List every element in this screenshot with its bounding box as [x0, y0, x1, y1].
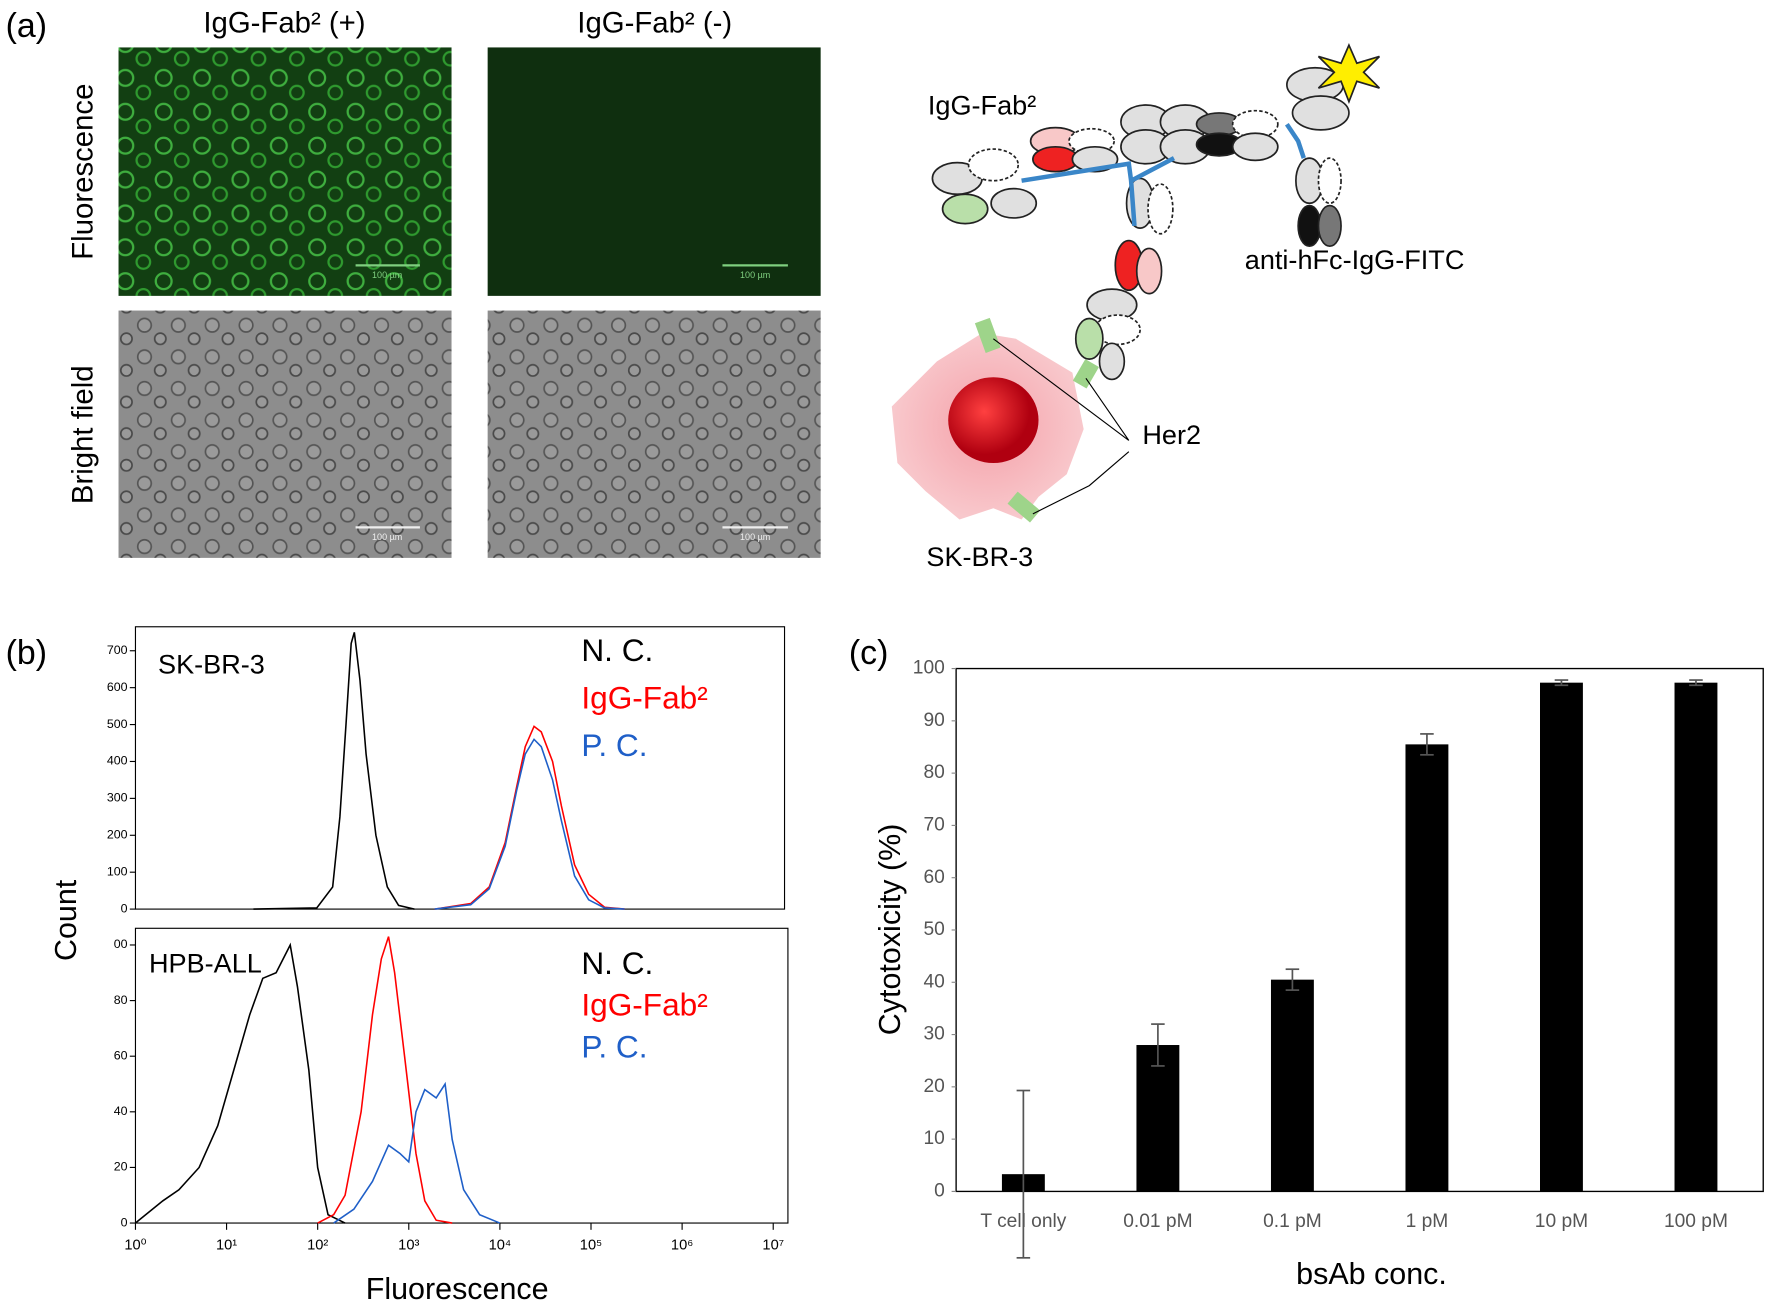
panel-label: (a)	[6, 7, 47, 45]
row-title: Bright field	[66, 365, 99, 504]
y-tick-label: 60	[923, 867, 944, 888]
y-tick-label: 200	[107, 828, 128, 842]
y-tick-label: 0	[121, 1215, 128, 1229]
x-axis-title: Fluorescence	[366, 1272, 549, 1306]
y-tick-label: 60	[114, 1048, 128, 1062]
y-tick-label: 80	[923, 762, 944, 783]
scale-label: 100 µm	[372, 270, 402, 280]
y-tick-label: 20	[114, 1160, 128, 1174]
legend-entry: N. C.	[581, 945, 653, 981]
x-tick-label: T cell only	[980, 1211, 1066, 1232]
column-title: IgG-Fab² (-)	[577, 7, 732, 40]
y-tick-label: 0	[121, 901, 128, 915]
micrograph	[118, 47, 452, 296]
y-tick-label: 10	[923, 1128, 944, 1149]
micrograph	[487, 310, 821, 558]
y-tick-label: 400	[107, 754, 128, 768]
x-tick-label: 1 pM	[1406, 1211, 1449, 1232]
scale-label: 100 µm	[740, 270, 770, 280]
plot-frame	[134, 626, 786, 910]
row-title: Fluorescence	[66, 84, 99, 260]
diagram-label: SK-BR-3	[926, 541, 1033, 572]
y-tick-label: 20	[923, 1076, 944, 1097]
scale-label: 100 µm	[740, 532, 770, 542]
y-tick-label: 100	[913, 658, 945, 679]
y-tick-label: 70	[923, 814, 944, 835]
y-tick-label: 0	[934, 1180, 945, 1201]
bar	[1674, 682, 1718, 1192]
histogram-line	[333, 1081, 501, 1224]
x-tick-label: 10⁶	[671, 1238, 693, 1254]
y-axis-title: Cytotoxicity (%)	[873, 824, 907, 1036]
plot-frame	[134, 927, 789, 1224]
y-tick-label: 90	[923, 710, 944, 731]
diagram-label: IgG-Fab²	[928, 89, 1036, 120]
x-tick-label: 10⁷	[762, 1238, 784, 1254]
micrograph	[487, 47, 821, 296]
x-tick-label: 10⁰	[124, 1238, 146, 1254]
bar	[1540, 682, 1583, 1192]
legend-entry: IgG-Fab²	[581, 680, 707, 716]
y-tick-label: 100	[107, 864, 128, 878]
histogram-line	[134, 942, 346, 1224]
legend-entry: N. C.	[581, 632, 653, 668]
y-tick-label: 40	[114, 1104, 128, 1118]
x-tick-label: 0.01 pM	[1123, 1211, 1192, 1232]
sample-label: SK-BR-3	[158, 648, 265, 679]
x-tick-label: 10⁵	[580, 1238, 602, 1254]
y-tick-label: 600	[107, 680, 128, 694]
micrograph	[118, 310, 452, 558]
histogram-line	[317, 936, 453, 1224]
x-tick-label: 10³	[398, 1238, 419, 1254]
x-tick-label: 10²	[307, 1238, 328, 1254]
x-tick-label: 100 pM	[1664, 1211, 1728, 1232]
y-tick-label: 700	[107, 643, 128, 657]
x-tick-label: 0.1 pM	[1263, 1211, 1322, 1232]
histogram-line	[253, 632, 415, 910]
legend-entry: P. C.	[581, 1028, 647, 1064]
y-tick-label: 50	[923, 919, 944, 940]
diagram-label: Her2	[1142, 419, 1201, 450]
y-tick-label: 30	[923, 1024, 944, 1045]
y-tick-label: 80	[114, 993, 128, 1007]
x-tick-label: 10¹	[216, 1238, 237, 1254]
diagram-label: anti-hFc-IgG-FITC	[1245, 244, 1465, 275]
y-tick-label: 40	[923, 971, 944, 992]
legend-entry: IgG-Fab²	[581, 987, 707, 1023]
panel-label: (c)	[849, 634, 888, 672]
y-tick-label: 00	[114, 937, 128, 951]
y-axis-title: Count	[49, 879, 83, 961]
histogram-line	[434, 738, 625, 910]
legend-entry: P. C.	[581, 727, 647, 763]
bar	[1405, 744, 1449, 1192]
x-tick-label: 10⁴	[489, 1238, 512, 1254]
panel-label: (b)	[6, 634, 47, 672]
plot-frame	[955, 667, 1764, 1193]
y-tick-label: 500	[107, 717, 128, 731]
diagram	[891, 43, 1381, 523]
sample-label: HPB-ALL	[149, 948, 262, 979]
x-tick-label: 10 pM	[1535, 1211, 1588, 1232]
bar	[1270, 979, 1314, 1192]
x-axis-title: bsAb conc.	[1296, 1257, 1447, 1291]
scale-label: 100 µm	[372, 532, 402, 542]
y-tick-label: 300	[107, 791, 128, 805]
bar	[1136, 1045, 1180, 1192]
column-title: IgG-Fab² (+)	[203, 7, 365, 40]
